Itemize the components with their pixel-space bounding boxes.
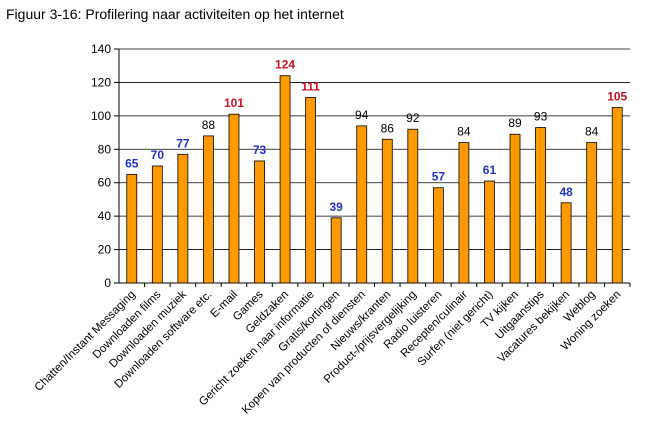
data-label: 77	[176, 136, 190, 150]
y-tick-label: 120	[91, 75, 111, 89]
y-tick-label: 80	[98, 142, 112, 156]
data-label: 86	[381, 121, 395, 135]
bar	[330, 217, 342, 284]
bar	[254, 160, 265, 284]
bar	[305, 97, 317, 284]
bar	[279, 75, 291, 284]
bar	[203, 135, 214, 284]
data-label: 61	[483, 163, 497, 177]
figure-caption: Figuur 3-16: Profilering naar activiteit…	[6, 6, 344, 22]
data-label: 73	[253, 143, 267, 157]
data-label: 101	[224, 96, 244, 110]
bar	[560, 202, 572, 284]
data-label: 92	[406, 111, 420, 125]
bar	[126, 173, 138, 284]
bar	[535, 127, 546, 284]
bar	[228, 113, 240, 284]
y-tick-label: 20	[98, 243, 112, 257]
data-label: 89	[508, 116, 522, 130]
y-tick-label: 40	[98, 209, 112, 223]
bar	[381, 138, 393, 284]
data-label: 93	[534, 110, 548, 124]
bar	[484, 180, 495, 284]
data-label: 84	[457, 125, 471, 139]
data-label: 70	[151, 148, 165, 162]
bar	[509, 133, 521, 284]
data-label: 84	[585, 125, 599, 139]
data-label: 88	[202, 118, 216, 132]
bar	[586, 142, 598, 284]
data-label: 94	[355, 108, 369, 122]
bar	[407, 128, 419, 284]
y-tick-label: 140	[91, 42, 111, 56]
data-label: 65	[125, 156, 139, 170]
bar	[458, 142, 470, 284]
bar	[432, 187, 444, 284]
data-label: 124	[275, 58, 295, 72]
data-label: 57	[432, 170, 446, 184]
bar	[151, 165, 163, 284]
y-tick-label: 0	[104, 276, 111, 290]
bar	[611, 107, 623, 284]
data-label: 48	[559, 185, 573, 199]
bar	[356, 125, 368, 284]
y-tick-label: 60	[98, 176, 112, 190]
bar	[177, 153, 189, 284]
data-label: 111	[301, 79, 320, 93]
data-label: 39	[329, 200, 343, 214]
data-label: 105	[607, 90, 627, 104]
y-tick-label: 100	[91, 109, 111, 123]
